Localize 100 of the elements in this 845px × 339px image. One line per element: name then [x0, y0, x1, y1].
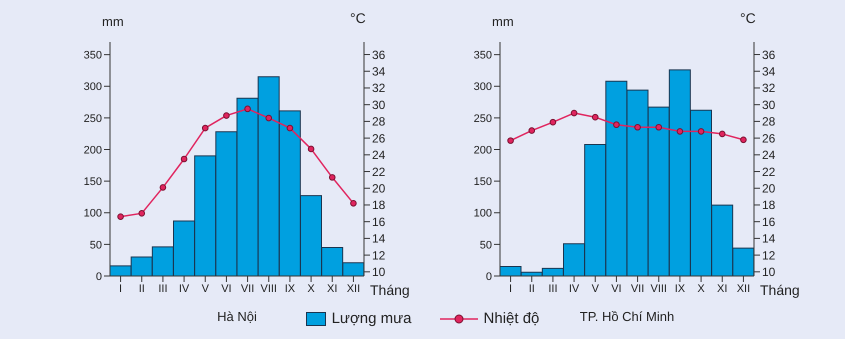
x-tick-label: II [528, 282, 535, 295]
y2-tick-label: 14 [762, 232, 776, 246]
legend-label: Nhiệt độ [484, 310, 540, 327]
x-tick-label: VI [221, 282, 232, 295]
x-axis-title: Tháng [760, 282, 800, 298]
point [328, 174, 336, 181]
y2-tick-label: 20 [372, 182, 386, 196]
y-axis-title: mm [492, 14, 514, 29]
y2-tick-label: 24 [762, 148, 776, 162]
y2-tick-label: 30 [372, 98, 386, 112]
point [308, 146, 314, 152]
y-tick-label: 300 [474, 81, 492, 94]
x-tick-label: XI [717, 282, 728, 295]
text: TP. Hồ Chí Minh [580, 309, 674, 324]
point [117, 213, 124, 220]
x-tick-label: I [509, 282, 512, 295]
y-tick-label: 350 [474, 50, 492, 62]
y-tick-label: 150 [474, 176, 492, 188]
legend-label: Lượng mưa [332, 310, 412, 327]
y2-axis-title: °C [350, 10, 366, 26]
y2-tick-label: 28 [372, 114, 386, 129]
point [634, 124, 641, 131]
y-tick-label: 200 [84, 144, 102, 156]
point [265, 114, 272, 122]
y2-tick-label: 22 [372, 164, 386, 179]
point [550, 118, 556, 126]
y-tick-label: 0 [96, 270, 102, 283]
y2-tick-label: 32 [372, 81, 386, 96]
y-tick-label: 250 [474, 112, 492, 125]
y2-tick-label: 18 [372, 198, 386, 212]
x-tick-label: VI [611, 282, 622, 295]
y2-tick-label: 30 [762, 98, 776, 112]
y2-tick-label: 22 [762, 164, 776, 179]
point [180, 156, 188, 162]
y-tick-label: 200 [474, 144, 492, 156]
point [160, 184, 166, 191]
x-tick-label: XII [736, 282, 750, 295]
x-tick-label: III [548, 282, 558, 295]
x-tick-label: XII [346, 282, 360, 295]
y2-tick-label: 32 [762, 81, 776, 96]
y2-tick-label: 18 [762, 198, 776, 212]
y2-tick-label: 10 [372, 265, 386, 280]
y2-tick-label: 16 [762, 214, 776, 229]
text: Hà Nội [217, 309, 257, 324]
x-axis-title: Tháng [370, 282, 410, 298]
x-tick-label: XI [327, 282, 338, 295]
x-tick-label: VIII [650, 282, 668, 295]
point [698, 128, 704, 135]
x-tick-label: IX [284, 282, 296, 295]
x-tick-label: IV [178, 282, 190, 295]
y2-tick-label: 10 [762, 265, 776, 280]
point [592, 114, 599, 121]
y2-tick-label: 28 [762, 114, 776, 129]
y-axis-title: mm [102, 14, 124, 29]
x-tick-label: X [697, 282, 706, 295]
point [244, 106, 251, 112]
y-tick-label: 350 [84, 50, 102, 62]
y2-tick-label: 26 [762, 131, 776, 146]
y2-tick-label: 16 [372, 214, 386, 229]
x-tick-label: V [202, 282, 210, 295]
x-tick-label: IV [568, 282, 580, 295]
y-tick-label: 150 [84, 176, 102, 188]
x-tick-label: II [138, 282, 145, 295]
x-tick-label: VIII [260, 282, 278, 295]
y2-tick-label: 34 [372, 64, 386, 79]
y2-tick-label: 20 [762, 182, 776, 196]
x-tick-label: IX [674, 282, 686, 295]
x-tick-label: V [592, 282, 600, 295]
y-tick-label: 100 [84, 208, 102, 220]
point [676, 128, 684, 135]
y2-tick-label: 24 [372, 148, 386, 162]
point [286, 124, 294, 132]
x-tick-label: III [158, 282, 168, 295]
x-tick-label: VII [240, 282, 254, 295]
x-tick-label: VII [630, 282, 644, 295]
y2-tick-label: 36 [762, 48, 776, 62]
point [570, 110, 578, 116]
y2-axis-title: °C [740, 10, 756, 26]
point [223, 112, 230, 119]
point [138, 210, 146, 217]
x-tick-label: I [119, 282, 122, 295]
point [740, 136, 747, 144]
y2-tick-label: 36 [372, 48, 386, 62]
x-tick-label: X [307, 282, 316, 295]
y-tick-label: 0 [486, 270, 492, 283]
y2-tick-label: 34 [762, 64, 776, 79]
y2-tick-label: 12 [372, 248, 386, 262]
y-tick-label: 300 [84, 81, 102, 94]
point [655, 124, 662, 131]
y-tick-label: 100 [474, 208, 492, 220]
y2-tick-label: 12 [762, 248, 776, 262]
y-tick-label: 50 [480, 239, 492, 252]
y2-tick-label: 26 [372, 131, 386, 146]
point [718, 130, 726, 138]
point [202, 124, 209, 132]
y2-tick-label: 14 [372, 232, 386, 246]
y-tick-label: 50 [90, 239, 102, 252]
point [350, 200, 357, 207]
point [613, 121, 620, 128]
y-tick-label: 250 [84, 112, 102, 125]
